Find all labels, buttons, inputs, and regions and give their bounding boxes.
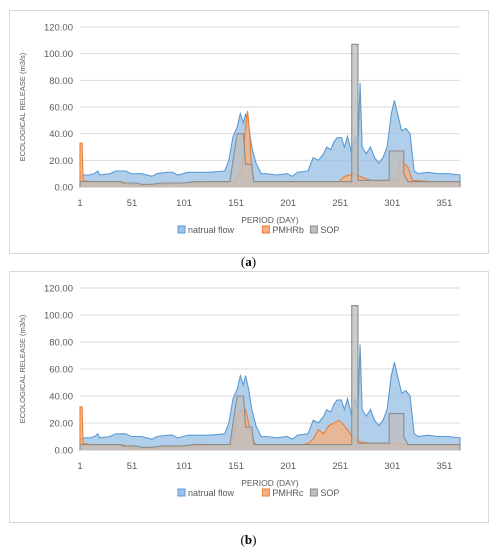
x-axis-title: PERIOD (DAY): [241, 478, 299, 488]
y-tick-label: 120.00: [44, 284, 73, 295]
y-tick-label: 120.00: [44, 23, 73, 34]
x-tick-label: 251: [332, 198, 348, 209]
y-tick-label: 20.00: [49, 419, 73, 430]
legend-label: SOP: [320, 488, 339, 498]
series-area-natrual-flow: [79, 82, 461, 188]
y-tick-label: 100.00: [44, 311, 73, 322]
chart-panel-a: 0.00 20.00 40.00 60.00 80.00 100.00 120.00 1 51 1…: [9, 10, 489, 254]
x-tick-label: 101: [176, 461, 192, 472]
y-tick-label: 100.00: [44, 49, 73, 60]
legend-swatch: [261, 488, 270, 497]
y-tick-label: 60.00: [49, 365, 73, 376]
y-tick-label: 20.00: [49, 156, 73, 167]
x-tick-label: 201: [280, 461, 296, 472]
legend-swatch: [177, 225, 186, 234]
x-tick-label: 151: [228, 198, 244, 209]
legend-label: natrual flow: [188, 488, 235, 498]
legend-label: SOP: [320, 225, 339, 235]
x-tick-label: 251: [332, 461, 348, 472]
legend-label: natrual flow: [188, 225, 235, 235]
legend-swatch: [309, 488, 318, 497]
y-tick-label: 0.00: [55, 446, 74, 457]
legend-label: PMHRc: [272, 488, 303, 498]
legend-swatch: [261, 225, 270, 234]
x-tick-label: 301: [384, 198, 400, 209]
x-tick-label: 351: [436, 461, 452, 472]
chart-panel-b: 0.00 20.00 40.00 60.00 80.00 100.00 120.00 1 51 1…: [9, 271, 489, 523]
y-tick-label: 60.00: [49, 103, 73, 114]
series-area-sop: [79, 43, 461, 188]
x-axis-title: PERIOD (DAY): [241, 215, 299, 225]
y-tick-label: 40.00: [49, 129, 73, 140]
y-tick-label: 0.00: [55, 183, 74, 194]
legend-swatch: [177, 488, 186, 497]
series-area-natrual-flow: [79, 344, 461, 451]
x-tick-label: 151: [228, 461, 244, 472]
caption-b: (b): [240, 532, 257, 547]
x-tick-label: 51: [127, 461, 138, 472]
legend-swatch: [309, 225, 318, 234]
legend-label: PMHRb: [272, 225, 304, 235]
y-tick-label: 40.00: [49, 392, 73, 403]
y-axis-title: ECOLOGICAL RELEASE (m3/s): [18, 52, 27, 161]
x-tick-label: 301: [384, 461, 400, 472]
y-axis-title: ECOLOGICAL RELEASE (m3/s): [18, 314, 27, 423]
x-tick-label: 351: [436, 198, 452, 209]
y-tick-label: 80.00: [49, 76, 73, 87]
series-area-sop: [79, 305, 461, 451]
x-tick-label: 1: [77, 198, 82, 209]
x-tick-label: 201: [280, 198, 296, 209]
x-tick-label: 1: [77, 461, 82, 472]
x-tick-label: 51: [127, 198, 138, 209]
y-tick-label: 80.00: [49, 338, 73, 349]
x-tick-label: 101: [176, 198, 192, 209]
caption-a: (a): [240, 254, 257, 269]
